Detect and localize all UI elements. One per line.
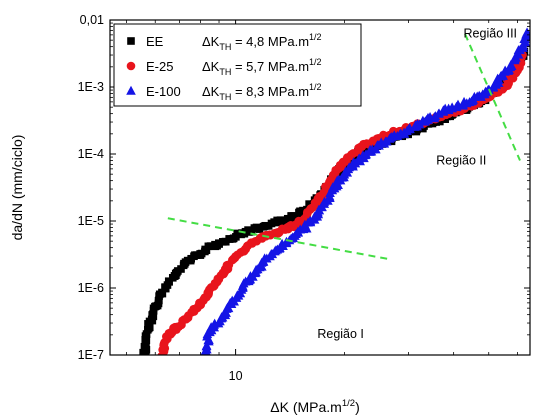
region-annotations: Região III Região II Região I	[317, 26, 517, 341]
data-layer	[139, 27, 530, 355]
data-point-ee	[202, 246, 211, 255]
data-point-e-100	[522, 27, 530, 37]
x-tick-label: 10	[229, 369, 243, 383]
data-point-ee	[299, 206, 307, 215]
x-axis-title: ΔK (MPa.m1/2)	[270, 398, 359, 415]
y-tick-label: 1E-4	[78, 147, 104, 161]
data-point-ee	[127, 37, 135, 45]
data-point-ee	[233, 229, 242, 238]
legend-box	[113, 23, 362, 107]
y-axis-title: da/dN (mm/ciclo)	[9, 135, 25, 241]
guide-line	[167, 217, 390, 261]
region-label: Região II	[436, 153, 486, 167]
series-e-100	[200, 27, 530, 355]
legend-entry: EE ΔKTH = 4,8 MPa.m1/2	[127, 32, 322, 52]
x-axis-title-tail: )	[355, 399, 360, 415]
region-label: Região III	[464, 26, 518, 40]
legend-threshold: ΔKTH = 5,7 MPa.m1/2	[202, 57, 322, 77]
data-point-e-100	[506, 60, 516, 70]
data-point-e-100	[361, 149, 371, 159]
data-point-e-100	[126, 85, 136, 95]
y-tick-label: 1E-3	[78, 80, 104, 94]
legend: EE ΔKTH = 4,8 MPa.m1/2 E-25 ΔKTH = 5,7 MPa.…	[113, 23, 362, 107]
y-tick-label: 0,01	[80, 13, 104, 27]
data-point-e-100	[201, 341, 212, 351]
legend-entry: E-100 ΔKTH = 8,3 MPa.m1/2	[126, 82, 322, 102]
data-point-ee	[142, 330, 151, 338]
data-point-ee	[206, 242, 215, 250]
axes: 1E-7 1E-6 1E-5 1E-4 1E-3 0,01 10	[78, 13, 530, 383]
y-tick-label: 1E-5	[78, 214, 104, 228]
data-point-e-100	[405, 124, 415, 134]
data-point-ee	[155, 296, 163, 305]
guide-lines	[167, 33, 521, 261]
legend-threshold: ΔKTH = 4,8 MPa.m1/2	[202, 32, 322, 52]
data-point-ee	[290, 212, 298, 220]
x-axis-title-sup: 1/2	[342, 398, 355, 409]
legend-entry: E-25 ΔKTH = 5,7 MPa.m1/2	[126, 57, 322, 77]
region-label: Região I	[317, 327, 364, 341]
legend-threshold: ΔKTH = 8,3 MPa.m1/2	[202, 82, 322, 102]
data-point-ee	[140, 342, 149, 351]
plot-frame	[109, 19, 531, 356]
data-point-ee	[158, 288, 166, 297]
data-point-ee	[255, 225, 264, 233]
legend-series-name: E-25	[146, 59, 173, 74]
legend-series-name: EE	[146, 34, 164, 49]
x-axis-title-base: ΔK (MPa.m	[270, 399, 342, 415]
data-point-e-25	[126, 61, 136, 71]
data-point-ee	[186, 256, 195, 265]
data-point-ee	[164, 277, 173, 286]
y-tick-label: 1E-7	[78, 348, 104, 362]
y-tick-label: 1E-6	[78, 281, 104, 295]
legend-series-name: E-100	[146, 84, 181, 99]
